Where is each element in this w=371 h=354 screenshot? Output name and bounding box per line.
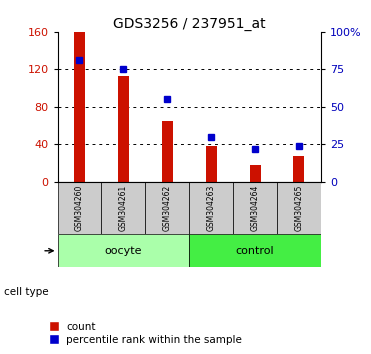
Bar — [250, 165, 260, 182]
Bar — [58, 234, 189, 267]
Text: GSM304264: GSM304264 — [250, 185, 260, 231]
Bar — [189, 182, 233, 234]
Bar — [189, 234, 321, 267]
Bar — [293, 155, 305, 182]
Bar — [277, 182, 321, 234]
Bar — [233, 182, 277, 234]
Bar — [58, 182, 101, 234]
Text: GSM304260: GSM304260 — [75, 185, 84, 231]
Text: control: control — [236, 246, 275, 256]
Text: GSM304263: GSM304263 — [207, 185, 216, 231]
Bar — [118, 76, 129, 182]
Text: oocyte: oocyte — [105, 246, 142, 256]
Text: GSM304261: GSM304261 — [119, 185, 128, 231]
Text: GSM304262: GSM304262 — [163, 185, 172, 231]
Bar — [101, 182, 145, 234]
Text: cell type: cell type — [4, 287, 48, 297]
Bar — [145, 182, 189, 234]
Text: GSM304265: GSM304265 — [295, 185, 303, 231]
Bar — [74, 32, 85, 182]
Legend: count, percentile rank within the sample: count, percentile rank within the sample — [50, 322, 242, 345]
Title: GDS3256 / 237951_at: GDS3256 / 237951_at — [113, 17, 266, 31]
Bar — [162, 121, 173, 182]
Bar — [206, 146, 217, 182]
